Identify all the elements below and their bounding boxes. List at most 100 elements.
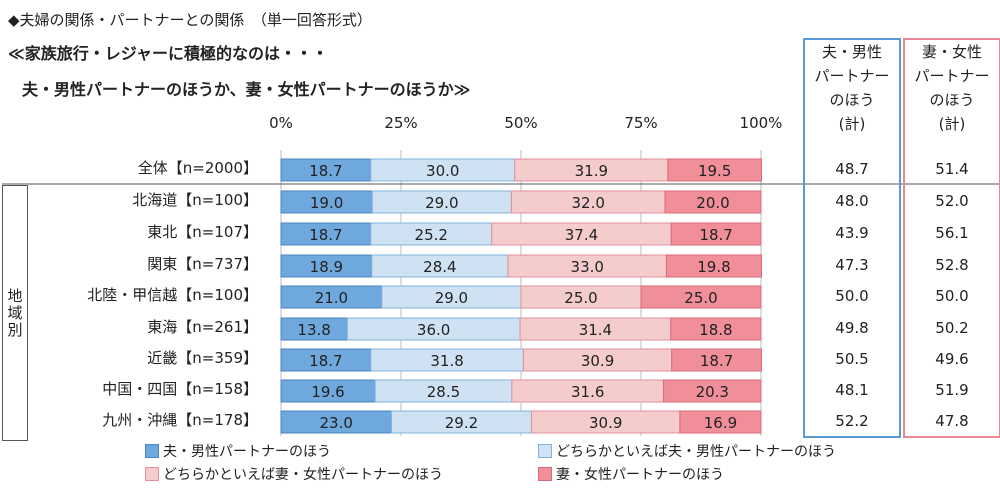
data-label-r8-s3: 16.9 [704, 414, 737, 432]
region-group-label: 地域別 [2, 185, 28, 441]
bar-r3-s3 [665, 254, 762, 278]
row-label-kanto: 関東【n=737】 [147, 255, 258, 273]
wife-total-value-2: 56.1 [935, 224, 969, 242]
husband-total-value-8: 52.2 [835, 412, 869, 430]
data-label-r2-s1: 25.2 [415, 226, 448, 244]
data-label-r5-s1: 36.0 [417, 321, 450, 339]
row-label-hokuriku-koshinetsu: 北陸・甲信越【n=100】 [87, 286, 258, 304]
husband-total-header-line1: 夫・男性 [821, 43, 882, 61]
data-label-r8-s2: 30.9 [589, 414, 622, 432]
data-label-r5-s3: 18.8 [699, 321, 732, 339]
wife-total-header-line3: のほう [929, 91, 975, 109]
legend-swatch-lean-wife [145, 467, 159, 481]
wife-total-column: 妻・女性 パートナー のほう (計) 51.4 52.0 56.1 52.8 50.0 5… [903, 38, 1000, 438]
data-label-r1-s3: 20.0 [696, 194, 729, 212]
data-label-r6-s2: 30.9 [581, 352, 614, 370]
data-label-r1-s0: 19.0 [310, 194, 343, 212]
data-label-r0-s1: 30.0 [426, 162, 459, 180]
data-label-r6-s0: 18.7 [309, 352, 342, 370]
data-label-r7-s3: 20.3 [696, 383, 729, 401]
bar-r0-s3 [667, 158, 762, 182]
row-label-chugoku-shikoku: 中国・四国【n=158】 [102, 380, 258, 398]
row-label-tohoku: 東北【n=107】 [147, 223, 258, 241]
legend-swatch-husband [145, 444, 159, 458]
husband-total-header-line2: パートナー [814, 67, 890, 85]
husband-total-value-5: 49.8 [835, 319, 869, 337]
bar-r5-s3 [670, 317, 762, 341]
data-label-r1-s1: 29.0 [425, 194, 458, 212]
chart-section-label: ◆夫婦の関係・パートナーとの関係 （単一回答形式） [8, 11, 372, 29]
data-label-r2-s3: 18.7 [699, 226, 732, 244]
data-label-r7-s1: 28.5 [427, 383, 460, 401]
data-label-r1-s2: 32.0 [571, 194, 604, 212]
data-label-r0-s0: 18.7 [309, 162, 342, 180]
bar-r2-s3 [670, 222, 762, 246]
data-label-r8-s1: 29.2 [445, 414, 478, 432]
legend-label-lean-husband: どちらかといえば夫・男性パートナーのほう [556, 444, 836, 460]
legend-wife: 妻・女性パートナーのほう [538, 464, 724, 484]
x-tick-0: 0% [269, 114, 293, 132]
data-label-r6-s1: 31.8 [430, 352, 463, 370]
legend-swatch-wife [538, 467, 552, 481]
husband-total-value-3: 47.3 [835, 256, 869, 274]
husband-total-value-6: 50.5 [835, 350, 869, 368]
data-label-r7-s2: 31.6 [571, 383, 604, 401]
data-label-r4-s2: 25.0 [564, 289, 597, 307]
wife-total-value-7: 51.9 [935, 381, 969, 399]
bar-r8-s3 [679, 410, 762, 434]
x-tick-100: 100% [739, 114, 783, 132]
data-label-r3-s0: 18.9 [310, 258, 343, 276]
bar-r1-s3 [664, 190, 762, 214]
data-label-r5-s0: 13.8 [297, 321, 330, 339]
bar-r4-s3 [640, 285, 762, 309]
row-label-tokai: 東海【n=261】 [147, 318, 258, 336]
legend-label-wife: 妻・女性パートナーのほう [556, 467, 724, 483]
legend-lean-husband: どちらかといえば夫・男性パートナーのほう [538, 441, 836, 461]
x-tick-25: 25% [384, 114, 418, 132]
wife-total-value-4: 50.0 [935, 287, 969, 305]
row-label-hokkaido: 北海道【n=100】 [132, 191, 258, 209]
data-label-r4-s0: 21.0 [315, 289, 348, 307]
data-label-r0-s3: 19.5 [698, 162, 731, 180]
chart-title-line1: ≪家族旅行・レジャーに積極的なのは・・・ [8, 44, 328, 63]
husband-total-value-0: 48.7 [835, 160, 869, 178]
wife-total-value-3: 52.8 [935, 256, 969, 274]
data-label-r2-s2: 37.4 [565, 226, 598, 244]
data-label-r6-s3: 18.7 [700, 352, 733, 370]
x-tick-75: 75% [624, 114, 658, 132]
wife-total-value-0: 51.4 [935, 160, 969, 178]
wife-total-header: 妻・女性 パートナー のほう (計) [905, 40, 999, 136]
husband-total-header-line3: のほう [829, 91, 875, 109]
data-label-r3-s1: 28.4 [423, 258, 456, 276]
chart-title-line2: 夫・男性パートナーのほうか、妻・女性パートナーのほうか≫ [22, 80, 471, 99]
data-label-r0-s2: 31.9 [575, 162, 608, 180]
row-label-kyushu-okinawa: 九州・沖縄【n=178】 [102, 411, 258, 429]
husband-total-column: 夫・男性 パートナー のほう (計) 48.7 48.0 43.9 47.3 50.0 4… [803, 38, 901, 438]
husband-total-value-1: 48.0 [835, 192, 869, 210]
husband-total-header-line4: (計) [838, 115, 866, 133]
wife-total-value-1: 52.0 [935, 192, 969, 210]
wife-total-header-line2: パートナー [914, 67, 990, 85]
data-label-r8-s0: 23.0 [319, 414, 352, 432]
data-label-r3-s2: 33.0 [571, 258, 604, 276]
husband-total-value-7: 48.1 [835, 381, 869, 399]
wife-total-value-8: 47.8 [935, 412, 969, 430]
husband-total-value-2: 43.9 [835, 224, 869, 242]
data-label-r2-s0: 18.7 [309, 226, 342, 244]
data-label-r4-s1: 29.0 [435, 289, 468, 307]
row-label-kinki: 近畿【n=359】 [147, 349, 258, 367]
legend-lean-wife: どちらかといえば妻・女性パートナーのほう [145, 464, 443, 484]
data-label-r3-s3: 19.8 [697, 258, 730, 276]
legend-label-husband: 夫・男性パートナーのほう [163, 444, 331, 460]
x-tick-50: 50% [504, 114, 538, 132]
data-label-r5-s2: 31.4 [579, 321, 612, 339]
wife-total-header-line1: 妻・女性 [921, 43, 982, 61]
husband-total-header: 夫・男性 パートナー のほう (計) [805, 40, 899, 136]
bar-r7-s3 [663, 379, 762, 403]
bar-r6-s3 [671, 348, 762, 372]
legend-swatch-lean-husband [538, 444, 552, 458]
legend-label-lean-wife: どちらかといえば妻・女性パートナーのほう [163, 467, 443, 483]
data-label-r7-s0: 19.6 [311, 383, 344, 401]
wife-total-value-6: 49.6 [935, 350, 969, 368]
husband-total-value-4: 50.0 [835, 287, 869, 305]
